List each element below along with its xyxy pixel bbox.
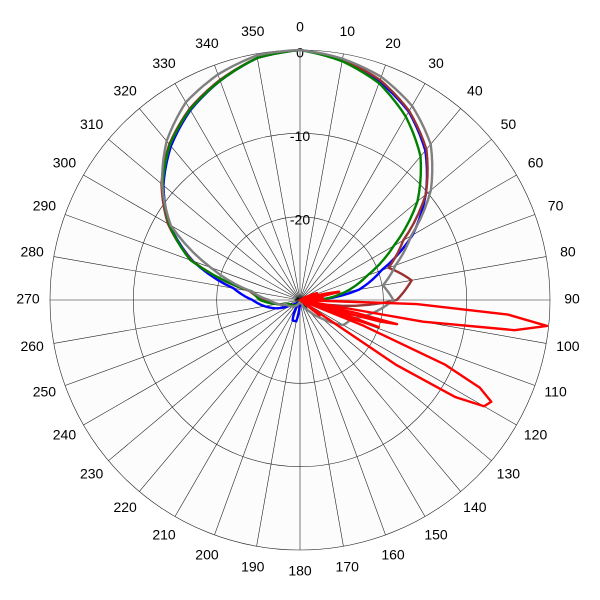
- angle-tick-label: 300: [53, 155, 77, 171]
- angle-tick-label: 80: [560, 243, 576, 259]
- angle-tick-label: 130: [497, 466, 521, 482]
- angle-tick-label: 210: [152, 526, 176, 542]
- angle-tick-label: 180: [288, 563, 312, 579]
- spoke-350: [256, 53, 301, 301]
- angle-tick-label: 330: [152, 55, 176, 71]
- angle-tick-label: 270: [16, 291, 40, 307]
- spoke-310: [108, 139, 301, 301]
- spoke-210: [174, 299, 301, 517]
- angle-tick-label: 110: [544, 384, 567, 400]
- angle-tick-label: 280: [20, 243, 44, 259]
- angle-tick-label: 190: [241, 559, 265, 575]
- angle-tick-label: 70: [548, 198, 564, 214]
- series-trace-5: [298, 290, 549, 408]
- spoke-10: [299, 53, 344, 301]
- spoke-20: [299, 64, 386, 301]
- angle-tick-label: 100: [556, 338, 580, 354]
- radial-tick-label: 0: [296, 45, 304, 61]
- angle-tick-label: 140: [463, 499, 487, 515]
- angle-tick-label: 350: [241, 23, 265, 39]
- angle-tick-label: 30: [428, 55, 444, 71]
- ring--20: [216, 216, 384, 384]
- angle-tick-labels: 0 10 20 30 40 50 60 70 80 90 100 110 120 130 140 150 160…: [16, 19, 580, 579]
- spoke-290: [64, 214, 301, 301]
- angle-tick-label: 310: [80, 116, 104, 132]
- angle-tick-label: 290: [33, 198, 57, 214]
- spoke-150: [299, 299, 426, 517]
- spoke-160: [299, 299, 386, 536]
- spoke-70: [299, 214, 536, 301]
- spoke-280: [53, 256, 301, 301]
- spoke-40: [299, 108, 461, 301]
- radial-tick-label: -20: [290, 211, 310, 227]
- spoke-60: [299, 174, 517, 301]
- spoke-200: [214, 299, 301, 536]
- spoke-190: [256, 299, 301, 547]
- spoke-230: [108, 299, 301, 461]
- spoke-30: [299, 83, 426, 301]
- angle-tick-label: 260: [20, 338, 44, 354]
- spoke-300: [83, 174, 301, 301]
- angle-tick-label: 120: [524, 427, 548, 443]
- spoke-260: [53, 299, 301, 344]
- series-traces: [160, 48, 549, 408]
- ring--10: [133, 133, 467, 467]
- spoke-170: [299, 299, 344, 547]
- spoke-220: [139, 299, 301, 492]
- spoke-330: [174, 83, 301, 301]
- angle-tick-label: 220: [113, 499, 137, 515]
- angle-tick-label: 200: [195, 546, 219, 562]
- spoke-140: [299, 299, 461, 492]
- angle-tick-label: 340: [195, 35, 219, 51]
- spoke-250: [64, 299, 301, 386]
- angle-tick-label: 320: [113, 82, 137, 98]
- angle-tick-label: 60: [528, 155, 544, 171]
- angle-tick-label: 250: [33, 384, 57, 400]
- radial-tick-label: -10: [290, 128, 310, 144]
- angle-tick-label: 0: [296, 19, 304, 35]
- angle-tick-label: 90: [564, 291, 580, 307]
- angle-tick-label: 10: [339, 23, 355, 39]
- spoke-240: [83, 299, 301, 426]
- angle-tick-label: 230: [80, 466, 104, 482]
- angle-tick-label: 40: [467, 82, 483, 98]
- angle-tick-label: 170: [336, 559, 360, 575]
- spoke-50: [299, 139, 492, 301]
- spoke-340: [214, 64, 301, 301]
- angle-tick-label: 150: [424, 526, 448, 542]
- radial-gridlines: [49, 49, 551, 551]
- angle-tick-label: 50: [501, 116, 517, 132]
- spoke-130: [299, 299, 492, 461]
- angle-tick-label: 20: [385, 35, 401, 51]
- angle-tick-label: 240: [53, 427, 77, 443]
- angle-tick-label: 160: [381, 546, 405, 562]
